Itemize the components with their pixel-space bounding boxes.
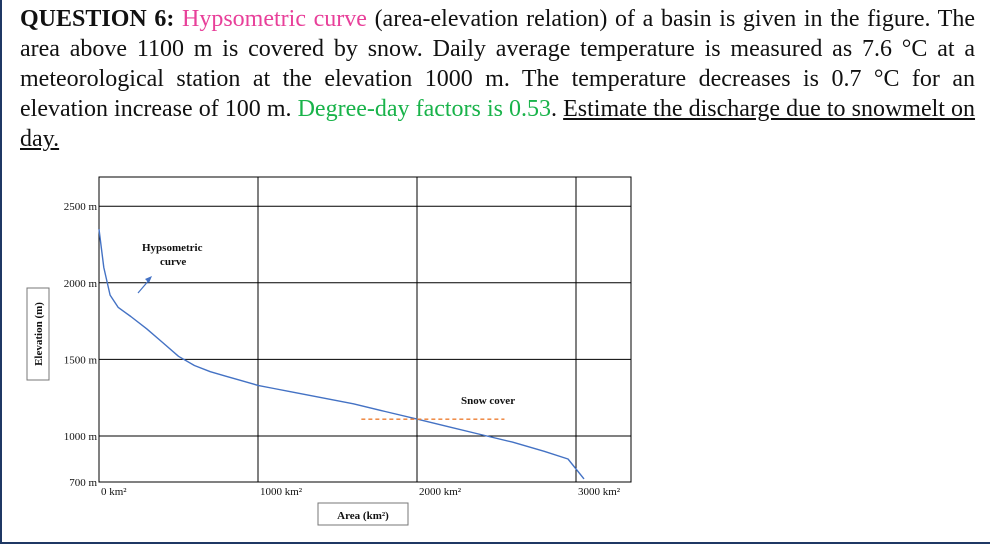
chart-grid <box>98 176 632 483</box>
chart-marks <box>98 229 585 480</box>
y-tick-label: 1000 m <box>64 431 98 443</box>
hypsometric-curve-line <box>98 229 585 480</box>
question-body-2: . <box>551 96 564 122</box>
y-axis-title: Elevation (m) <box>33 302 45 366</box>
curve-annotation-line2: curve <box>160 256 186 268</box>
x-tick-label: 1000 km² <box>260 486 303 498</box>
degree-day-factor: Degree-day factors is 0.53 <box>297 96 552 122</box>
question-task: Estimate the discharge due to snowmelt o… <box>20 96 976 152</box>
snow-cover-annotation: Snow cover <box>461 395 515 407</box>
y-tick-label: 2500 m <box>64 201 98 213</box>
x-tick-label: 2000 km² <box>419 486 462 498</box>
curve-annotation-arrowhead <box>145 276 152 283</box>
chart-labels: 2500 m 2000 m 1500 m 1000 m 700 m 0 km² 1000 k… <box>26 201 621 526</box>
question-body-1: (area-elevation relation) of a basin is … <box>20 6 975 122</box>
curve-annotation-line1: Hypsometric <box>142 242 203 254</box>
question-topic: Hypsometric curve <box>182 6 367 32</box>
x-axis-title: Area (km²) <box>337 510 389 522</box>
y-tick-label: 700 m <box>69 477 97 489</box>
plot-border <box>98 176 632 483</box>
y-tick-label: 1500 m <box>64 354 98 366</box>
x-tick-label: 3000 km² <box>578 486 621 498</box>
x-tick-label: 0 km² <box>101 486 127 498</box>
y-tick-label: 2000 m <box>64 278 98 290</box>
question-label: QUESTION 6: <box>20 6 175 32</box>
y-axis-title-box <box>26 287 50 381</box>
question-text: QUESTION 6: Hypsometric curve (area-elev… <box>20 4 975 154</box>
x-axis-title-box <box>317 502 409 526</box>
